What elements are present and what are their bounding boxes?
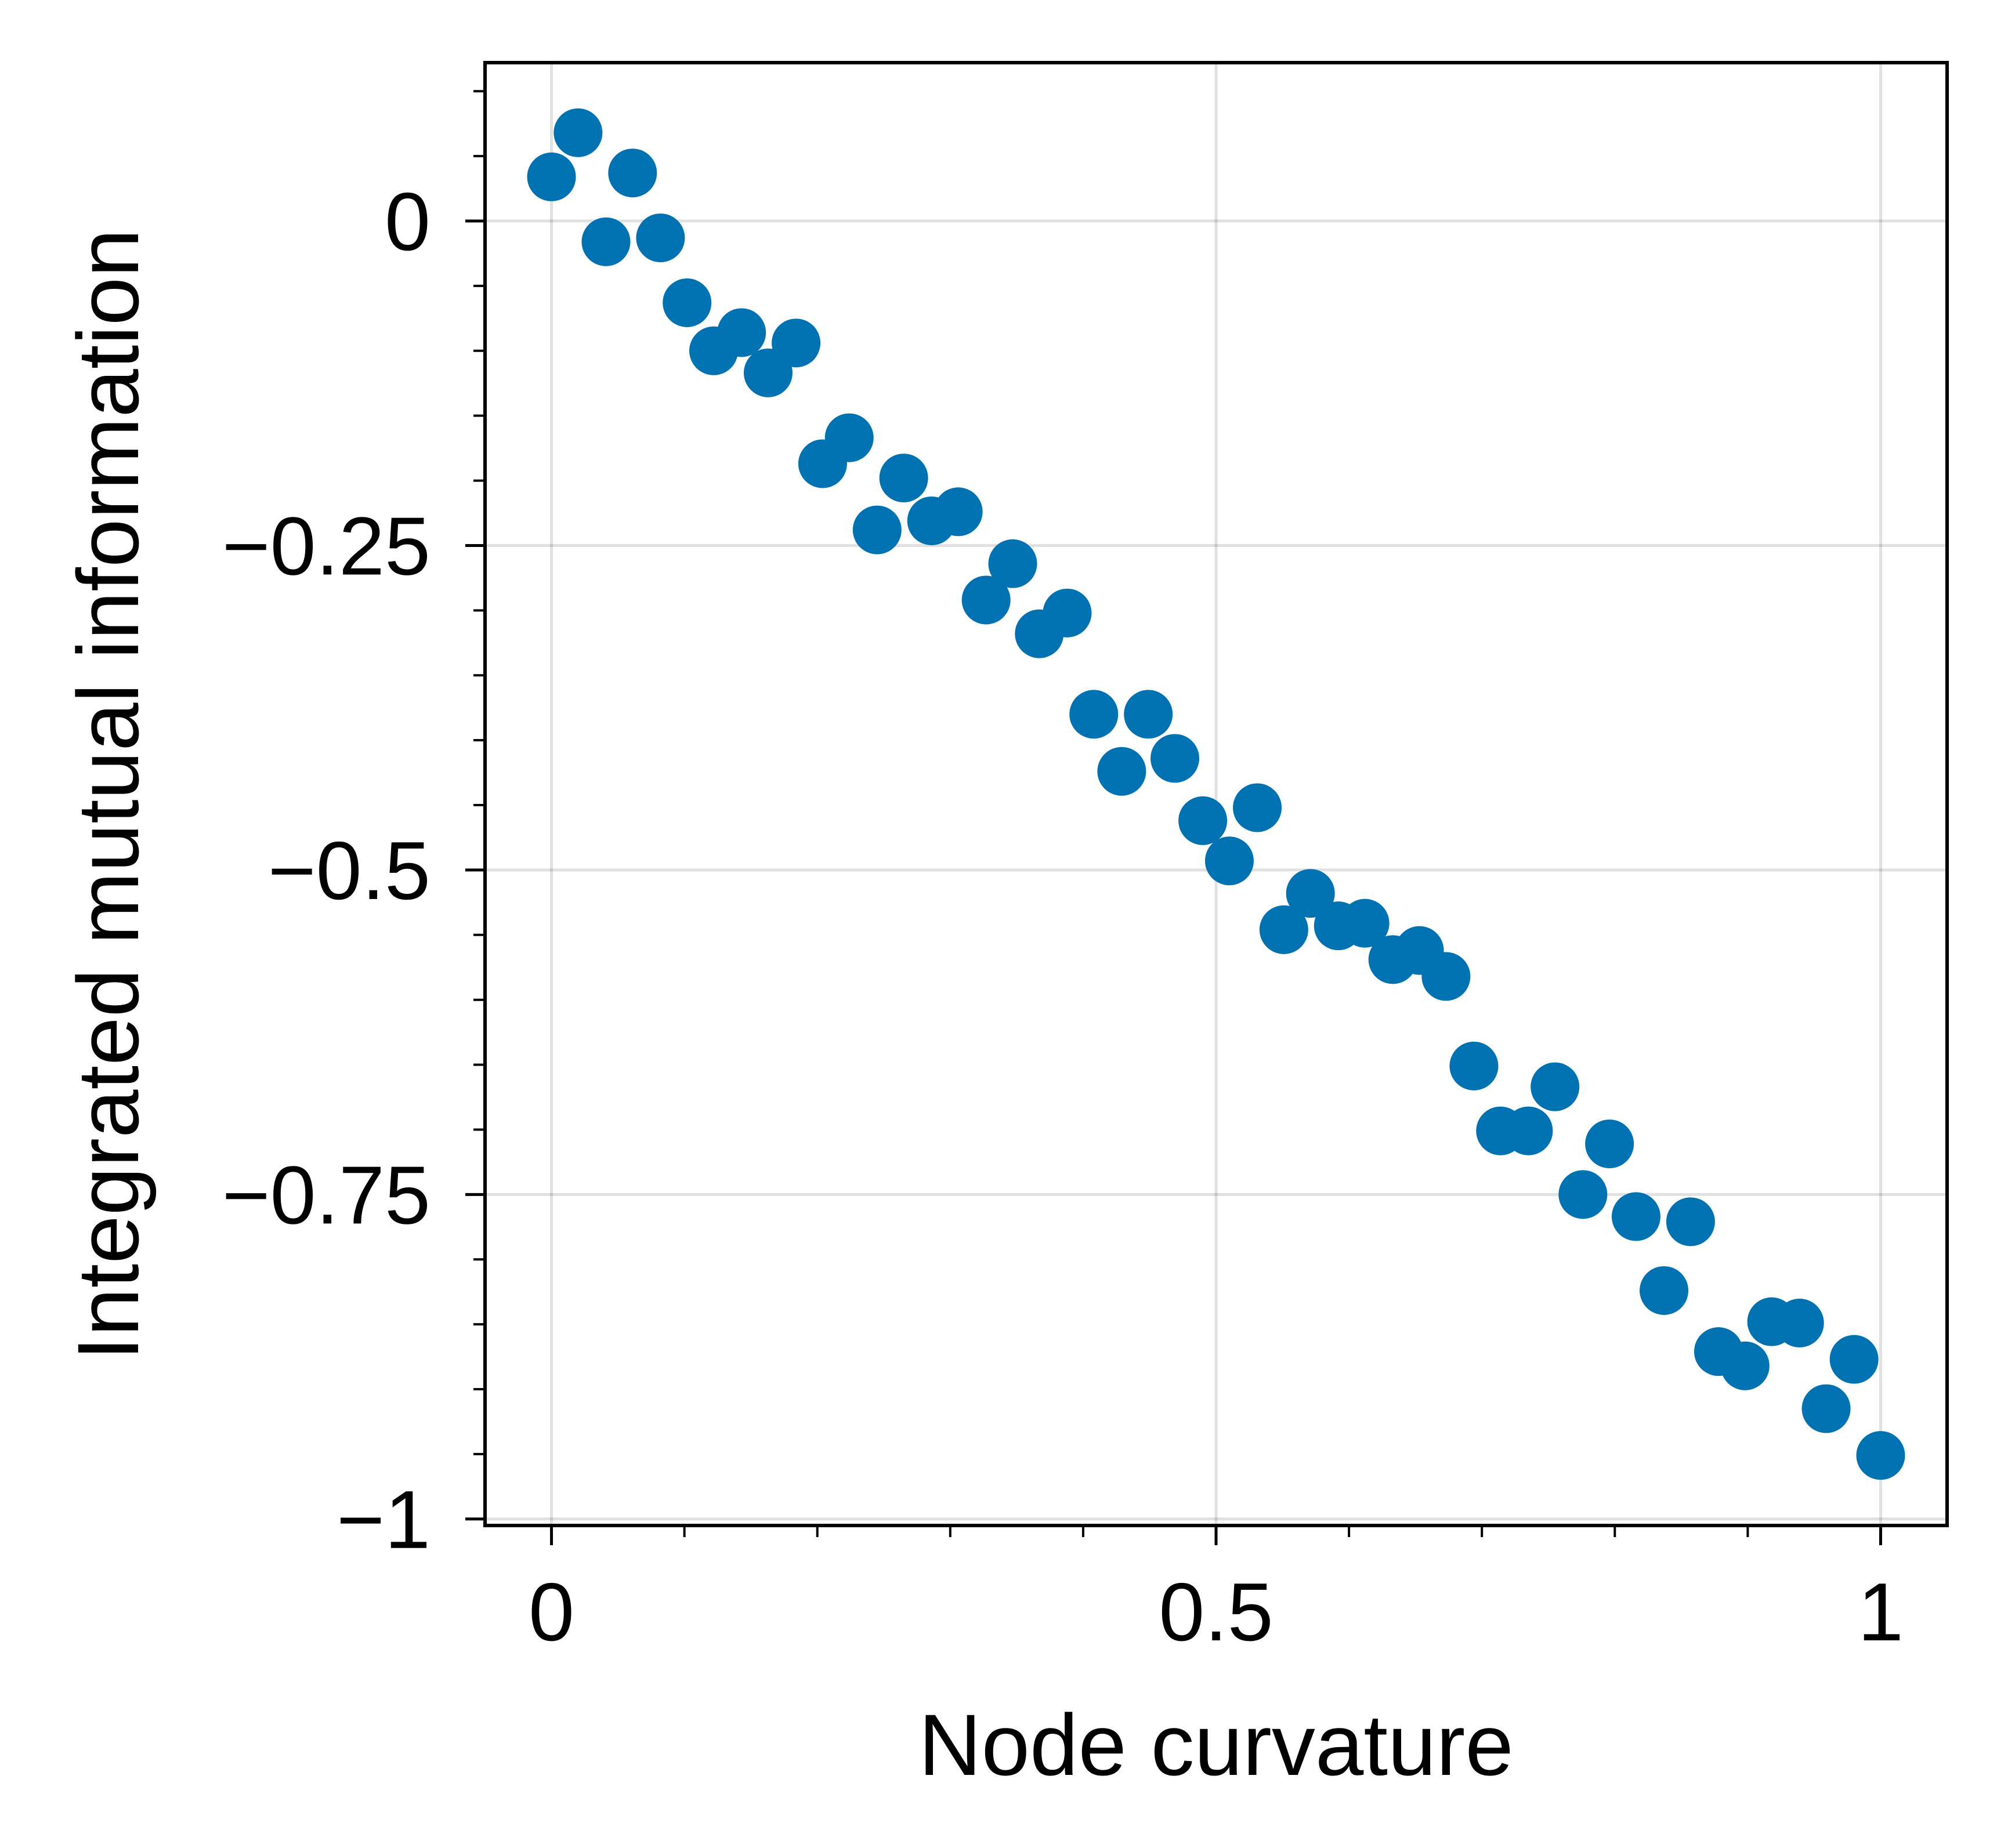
- grid-lines: [485, 63, 1947, 1525]
- data-point: [636, 213, 685, 263]
- data-point: [1611, 1192, 1660, 1241]
- data-point: [772, 318, 821, 368]
- data-point: [717, 308, 766, 357]
- data-point: [1124, 690, 1173, 739]
- data-point: [1829, 1335, 1879, 1384]
- y-tick-label: −0.25: [222, 500, 430, 592]
- axis-ticks: [465, 90, 1882, 1545]
- x-tick-label: 0.5: [1159, 1566, 1273, 1658]
- data-point: [1204, 836, 1254, 886]
- data-point: [824, 413, 874, 462]
- data-point: [1178, 796, 1228, 845]
- data-point: [581, 217, 631, 266]
- data-point: [1233, 783, 1282, 832]
- y-tick-label: −1: [337, 1474, 430, 1566]
- data-point: [553, 108, 603, 157]
- tick-labels: 0 0.5 1 0 −0.25 −0.5 −0.75 −1: [222, 176, 1904, 1658]
- data-point: [1286, 869, 1335, 918]
- data-point: [1856, 1431, 1905, 1480]
- data-point: [1340, 898, 1390, 948]
- data-point: [1259, 905, 1308, 954]
- data-point: [1150, 734, 1199, 783]
- data-point: [1666, 1197, 1715, 1247]
- y-tick-label: −0.75: [222, 1149, 430, 1241]
- data-point: [1449, 1041, 1499, 1090]
- data-point: [1801, 1384, 1851, 1433]
- data-point: [961, 575, 1011, 625]
- data-point: [934, 487, 983, 537]
- x-tick-label: 0: [529, 1566, 574, 1658]
- data-point: [1043, 588, 1092, 637]
- data-point: [663, 278, 712, 327]
- y-tick-label: −0.5: [268, 825, 430, 917]
- data-point: [1585, 1119, 1634, 1169]
- x-tick-label: 1: [1858, 1566, 1904, 1658]
- data-point: [1775, 1298, 1824, 1347]
- data-point: [988, 539, 1037, 588]
- data-point: [879, 454, 928, 503]
- data-point: [1531, 1062, 1580, 1111]
- data-point: [1069, 690, 1119, 739]
- data-point: [1720, 1341, 1770, 1390]
- y-axis-title: Integrated mutual information: [59, 229, 157, 1360]
- data-point: [1097, 747, 1146, 796]
- data-point: [1640, 1266, 1689, 1315]
- data-point: [1504, 1106, 1553, 1155]
- data-point: [1558, 1170, 1608, 1219]
- data-point: [1421, 952, 1471, 1001]
- data-point: [608, 148, 657, 198]
- data-points: [527, 108, 1905, 1480]
- x-axis-title: Node curvature: [918, 1696, 1514, 1793]
- y-tick-label: 0: [385, 176, 430, 268]
- data-point: [527, 152, 576, 201]
- data-point: [852, 505, 902, 555]
